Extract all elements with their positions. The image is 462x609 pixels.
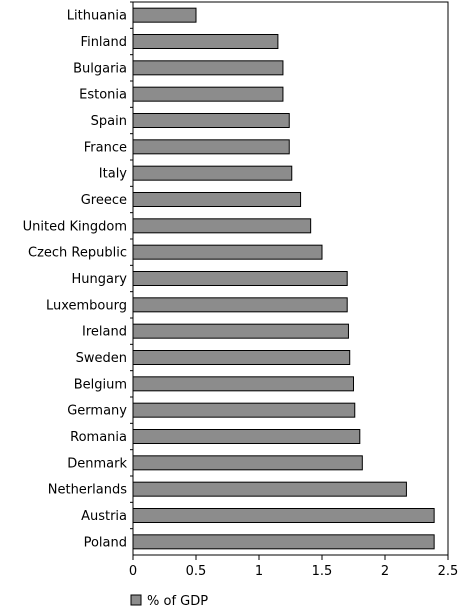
x-tick-label: 1.5 (312, 564, 333, 579)
category-label: Austria (81, 509, 127, 524)
category-label: Romania (70, 430, 127, 445)
bar-bulgaria (132, 60, 284, 76)
bar-ireland (132, 323, 349, 339)
bar-france (132, 139, 290, 155)
bar-poland (132, 534, 435, 550)
category-label: Germany (67, 404, 127, 419)
category-label: United Kingdom (23, 219, 127, 234)
category-label: Hungary (71, 272, 127, 287)
x-tick-label: 0.5 (186, 564, 207, 579)
category-label: Belgium (74, 377, 127, 392)
bar-italy (132, 165, 293, 181)
x-tick-label: 0 (129, 564, 137, 579)
bar-sweden (132, 350, 351, 365)
bar-finland (132, 34, 279, 49)
category-label: Luxembourg (46, 298, 127, 313)
category-label: Denmark (67, 456, 127, 471)
category-label: Poland (84, 535, 127, 550)
bar-belgium (132, 376, 354, 392)
bar-czech-republic (132, 244, 323, 260)
legend: % of GDP (130, 594, 208, 609)
category-labels: Lithuania Finland Bulgaria Estonia Spain Fran… (23, 9, 128, 551)
bars-group (132, 7, 435, 550)
category-label: Czech Republic (28, 246, 127, 261)
category-label: Netherlands (48, 483, 127, 498)
x-tick-label: 2 (381, 564, 389, 579)
category-label: Finland (81, 35, 127, 50)
bar-estonia (132, 86, 284, 102)
bar-united-kingdom (132, 218, 312, 234)
bar-luxembourg (132, 297, 348, 313)
bar-lithuania (132, 7, 197, 23)
bar-austria (132, 508, 435, 523)
bar-hungary (132, 271, 348, 286)
category-label: Bulgaria (73, 61, 127, 76)
category-label: Ireland (82, 325, 127, 340)
x-axis: 0 0.5 1 1.5 2 2.5 (129, 1, 459, 579)
bar-romania (132, 429, 361, 444)
category-label: Spain (91, 114, 127, 129)
legend-label: % of GDP (147, 594, 208, 609)
legend-swatch (130, 594, 142, 606)
category-label: Greece (81, 193, 127, 208)
category-label: Lithuania (67, 9, 127, 24)
x-tick-label: 2.5 (438, 564, 459, 579)
bar-spain (132, 113, 290, 128)
x-tick-label: 1 (255, 564, 263, 579)
category-label: Estonia (79, 88, 127, 103)
plot-frame (132, 1, 449, 556)
category-label: Italy (99, 167, 128, 182)
bar-germany (132, 402, 356, 418)
bar-netherlands (132, 481, 407, 497)
category-label: Sweden (76, 351, 127, 366)
bar-greece (132, 192, 302, 207)
bar-denmark (132, 455, 363, 471)
category-label: France (84, 140, 127, 155)
